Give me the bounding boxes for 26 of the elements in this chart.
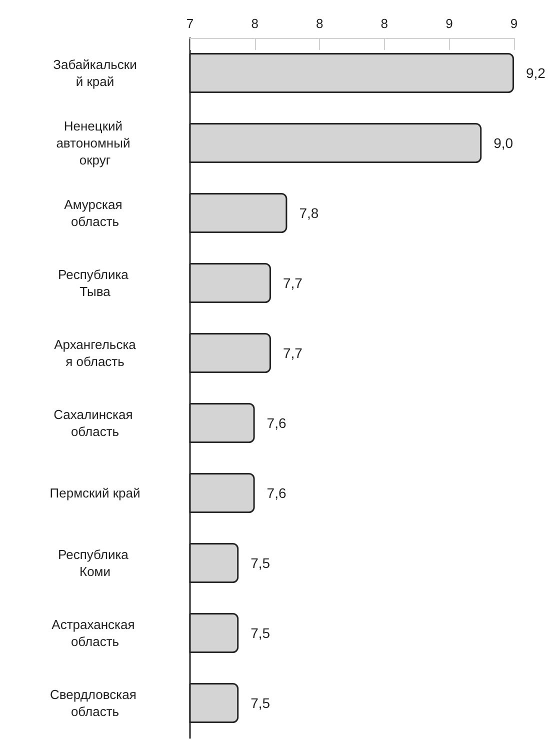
y-tick-label: Республика Коми [58,547,132,579]
y-tick-label: Ненецкий автономный округ [56,118,134,168]
x-tick-label: 8 [251,16,258,31]
y-tick-label: Амурская область [64,197,126,229]
data-label: 7,7 [283,275,303,291]
data-label: 7,5 [250,695,270,711]
data-label: 7,8 [299,205,319,221]
x-tick-label: 8 [316,16,324,31]
data-label: 7,6 [266,485,286,501]
x-tick-label: 9 [446,16,453,31]
y-tick-label: Пермский край [50,486,140,500]
data-label: 9,2 [526,65,546,81]
y-tick-label: Астраханская область [52,617,138,649]
data-label: 7,5 [250,625,270,641]
x-tick-label: 9 [510,16,518,31]
y-tick-label: Забайкальский край [53,57,137,89]
data-label: 7,5 [250,555,270,571]
y-tick-label: Республика Тыва [58,267,132,299]
y-tick-label: Архангельская область [54,337,137,369]
data-label: 7,7 [283,345,303,361]
x-tick-label: 7 [186,16,194,31]
y-tick-label: Свердловская область [50,687,140,719]
x-tick-label: 8 [380,16,388,31]
data-label: 9,0 [494,135,514,151]
data-label: 7,6 [266,415,286,431]
y-tick-label: Сахалинская область [54,407,136,439]
